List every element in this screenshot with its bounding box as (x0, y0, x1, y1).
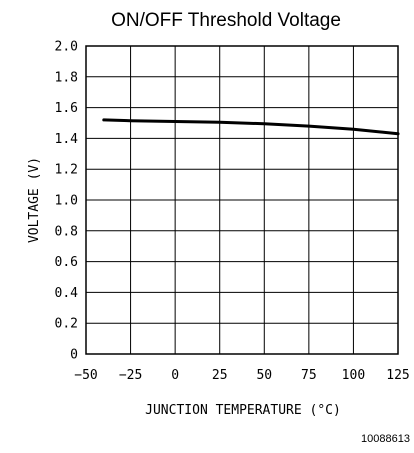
y-tick-label: 0.2 (55, 317, 78, 332)
x-tick-label: 0 (171, 368, 179, 383)
y-tick-label: 2.0 (55, 40, 78, 55)
figure-code: 10088613 (361, 433, 410, 445)
x-tick-label: 75 (301, 368, 317, 383)
x-tick-label: −50 (74, 368, 97, 383)
x-tick-label: 100 (342, 368, 365, 383)
y-tick-label: 0.4 (55, 286, 79, 301)
plot-frame (85, 45, 399, 355)
y-tick-label: 1.2 (55, 163, 78, 178)
x-tick-label: 50 (256, 368, 272, 383)
x-tick-labels: −50 −25 0 25 50 75 100 125 (74, 368, 409, 383)
y-tick-label: 0.6 (55, 255, 78, 270)
y-tick-labels: 0 0.2 0.4 0.6 0.8 1.0 1.2 1.4 1.6 1.8 2.0 (55, 40, 79, 363)
y-tick-label: 1.4 (55, 132, 79, 147)
series-line (102, 118, 400, 136)
y-tick-label: 1.8 (55, 70, 78, 85)
x-tick-label: 125 (386, 368, 409, 383)
x-axis-label: JUNCTION TEMPERATURE (°C) (145, 403, 341, 418)
y-tick-label: 0 (70, 348, 78, 363)
y-tick-label: 1.6 (55, 101, 78, 116)
x-tick-label: −25 (119, 368, 142, 383)
x-tick-label: 25 (212, 368, 228, 383)
y-axis-label: VOLTAGE (V) (27, 157, 42, 243)
y-tick-label: 1.0 (55, 194, 78, 209)
chart-title: ON/OFF Threshold Voltage (111, 10, 341, 31)
y-tick-label: 0.8 (55, 224, 78, 239)
grid-lines (85, 45, 399, 355)
